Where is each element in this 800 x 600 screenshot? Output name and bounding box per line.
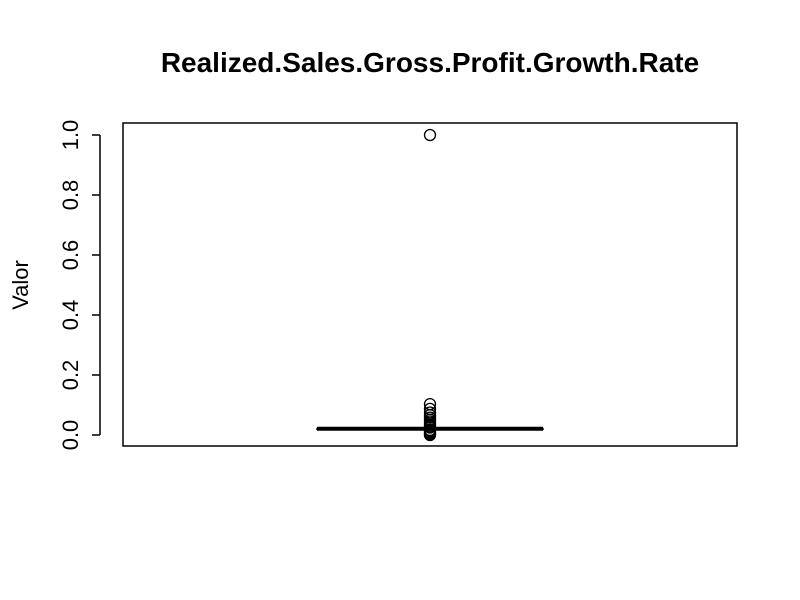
outlier-point [423,428,437,442]
y-tick-label: 0.8 [58,180,83,211]
chart-marks [316,128,544,442]
y-axis-label: Valor [8,260,33,310]
plot-frame [122,122,738,447]
chart-title: Realized.Sales.Gross.Profit.Growth.Rate [161,47,699,78]
y-tick-label: 0.0 [58,420,83,451]
y-tick-label: 0.4 [58,300,83,331]
y-tick-label: 0.2 [58,360,83,391]
y-tick-label: 0.6 [58,240,83,271]
outlier-point [423,128,437,142]
y-axis: 0.0 0.2 0.4 0.6 0.8 1.0 [58,120,101,451]
y-tick-label: 1.0 [58,120,83,151]
